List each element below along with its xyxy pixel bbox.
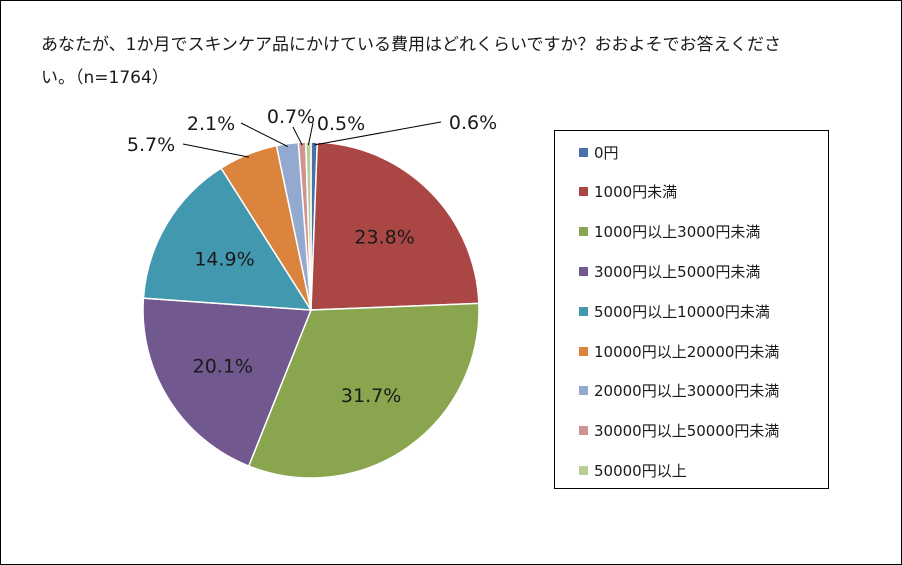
legend-item: 20000円以上30000円未満 (579, 380, 779, 402)
data-label: 20.1% (193, 355, 253, 377)
legend-label: 20000円以上30000円未満 (594, 382, 780, 401)
legend-item: 0円 (579, 141, 619, 163)
data-label: 2.1% (187, 113, 235, 135)
leader-line (307, 122, 314, 146)
legend-item: 1000円以上3000円未満 (579, 221, 760, 243)
legend-item: 1000円未満 (579, 181, 677, 203)
pie-slice (142, 297, 313, 468)
legend-swatch (579, 187, 588, 197)
pie-slice (304, 141, 312, 311)
legend-swatch (579, 386, 588, 396)
legend-swatch (579, 266, 588, 276)
chart-title: あなたが、1か月でスキンケア品にかけている費用はどれくらいですか？おおよそでお答… (41, 35, 781, 88)
legend-item: 5000円以上10000円未満 (579, 300, 770, 322)
leader-line (292, 126, 303, 146)
legend-item: 50000円以上 (579, 459, 687, 481)
pie-slice (142, 167, 313, 311)
legend-swatch (579, 306, 588, 316)
data-label: 0.7% (267, 106, 315, 128)
legend-swatch (579, 426, 588, 436)
legend-swatch (579, 147, 588, 157)
legend-item: 30000円以上50000円未満 (579, 420, 779, 442)
legend-label: 30000円以上50000円未満 (594, 422, 780, 441)
data-label: 0.5% (317, 113, 365, 135)
legend-label: 1000円未満 (594, 183, 678, 202)
legend: 0円 1000円未満 1000円以上3000円未満 3000円以上5000円未満 500… (554, 130, 829, 489)
legend-label: 10000円以上20000円未満 (594, 342, 780, 361)
leader-line (240, 122, 289, 148)
data-label: 14.9% (194, 248, 254, 270)
leader-line (182, 143, 249, 158)
leader-line (314, 121, 442, 146)
legend-label: 50000円以上 (594, 461, 687, 480)
pie-slice (310, 141, 480, 311)
pie-slice (247, 302, 480, 479)
data-label: 0.6% (449, 112, 497, 134)
legend-swatch (579, 227, 588, 237)
legend-label: 3000円以上5000円未満 (594, 262, 761, 281)
legend-swatch (579, 465, 588, 475)
legend-label: 1000円以上3000円未満 (594, 223, 761, 242)
legend-label: 5000円以上10000円未満 (594, 302, 770, 321)
data-label: 5.7% (127, 134, 175, 156)
legend-swatch (579, 346, 588, 356)
data-label: 23.8% (354, 226, 414, 248)
legend-item: 10000円以上20000円未満 (579, 340, 779, 362)
data-label: 31.7% (341, 385, 401, 407)
legend-item: 3000円以上5000円未満 (579, 260, 760, 282)
legend-label: 0円 (594, 143, 619, 162)
